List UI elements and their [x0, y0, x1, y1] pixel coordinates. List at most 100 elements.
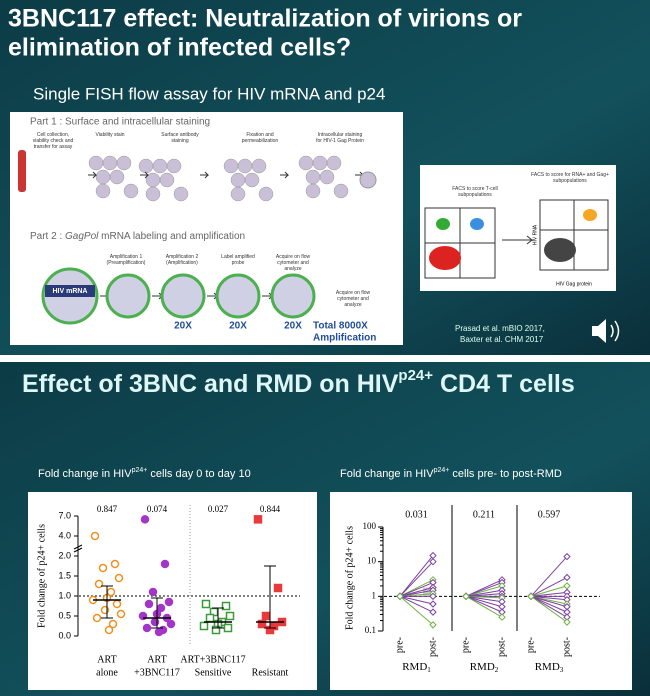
- caption: Fold change in HIVp24+ cells day 0 to da…: [38, 467, 251, 480]
- data-point: [498, 613, 506, 621]
- data-point: [223, 623, 233, 633]
- x-tick-label: ART+3BNC117: [180, 654, 245, 665]
- cell: [159, 172, 175, 188]
- step-label: Label amplified probe: [221, 254, 255, 266]
- pair-line: [530, 595, 568, 613]
- population: [436, 218, 450, 230]
- y-tick-label: 1.0: [58, 590, 71, 600]
- y-tick-label: 100: [363, 521, 377, 531]
- data-point: [114, 573, 124, 583]
- speaker-icon[interactable]: [592, 319, 620, 343]
- cell: [138, 158, 154, 174]
- step-label: Intracellular staining for HIV-1 Gag Pro…: [316, 132, 364, 144]
- title-text: CD4 T cells: [433, 370, 575, 398]
- cell: [319, 169, 335, 185]
- cell: [312, 155, 328, 171]
- cell: [244, 172, 260, 188]
- citation: Baxter et al. CHM 2017: [460, 335, 544, 344]
- cell: [102, 155, 118, 171]
- data-point: [221, 601, 231, 611]
- y-tick-label: 0.0: [58, 630, 71, 640]
- pair-line: [399, 561, 434, 597]
- pair-line: [530, 595, 568, 608]
- step-label: Amplification 1 (Preamplification): [106, 254, 146, 266]
- x-tick-label: post-: [496, 637, 507, 657]
- y-tick-label: 7.0: [58, 510, 71, 520]
- cell: [95, 169, 111, 185]
- x-tick-label: Sensitive: [195, 667, 232, 678]
- pair-line: [465, 595, 503, 599]
- speaker-wave[interactable]: [610, 320, 620, 342]
- cell: [305, 169, 321, 185]
- data-point: [462, 592, 470, 601]
- data-point: [429, 600, 437, 608]
- step-label: Cell collection, viability check and tra…: [32, 132, 74, 150]
- x-tick-label: ART: [147, 654, 166, 665]
- cell: [298, 155, 314, 171]
- cell: [145, 186, 161, 202]
- data-point: [211, 625, 221, 635]
- data-point: [108, 619, 118, 629]
- panel-label-sub: 1: [427, 666, 431, 674]
- axis-break: [73, 544, 83, 553]
- data-point: [164, 597, 174, 607]
- part-label: Part 2 : GagPol mRNA labeling and amplif…: [30, 231, 245, 242]
- step-label: Amplification 2 (Amplification): [165, 254, 199, 266]
- p-value: 0.844: [260, 504, 281, 514]
- pair-line: [465, 595, 503, 618]
- caption-text: Fold change in HIV: [340, 468, 434, 480]
- mrna-label: HIV mRNA: [52, 288, 87, 295]
- y-axis-label: Fold change of p24+ cells: [36, 524, 47, 628]
- y-tick-label: 4.0: [58, 530, 71, 540]
- caption-sup: p24+: [132, 467, 148, 474]
- facs-title: FACS to score T-cell subpopulations: [452, 186, 498, 198]
- total-label: Total 8000X: [313, 321, 368, 332]
- x-tick-label: pre-: [394, 637, 405, 653]
- cell: [160, 273, 206, 319]
- caption-text: cells day 0 to day 10: [147, 468, 250, 480]
- data-point: [142, 623, 152, 633]
- y-tick-label: 1.5: [58, 570, 71, 580]
- cell: [109, 169, 125, 185]
- x-tick-label: post-: [427, 637, 438, 657]
- facs-axis: HIV Gag protein: [556, 281, 592, 287]
- pair-line: [465, 589, 503, 597]
- pair-line: [399, 595, 434, 626]
- amp-label: 20X: [229, 321, 247, 332]
- data-point: [429, 621, 437, 629]
- panel-label-text: RMD: [402, 661, 427, 673]
- data-point: [98, 563, 108, 573]
- cell: [152, 158, 168, 174]
- subtitle: Single FISH flow assay for HIV mRNA and …: [33, 84, 385, 103]
- pair-line: [399, 595, 434, 605]
- x-tick-label: alone: [96, 667, 118, 678]
- speaker[interactable]: [592, 319, 606, 343]
- step-label: Acquire on flow cytometer and analyze: [335, 290, 371, 308]
- cell: [105, 273, 151, 319]
- cell: [359, 171, 377, 189]
- p-value: 0.847: [97, 504, 118, 514]
- data-point: [144, 599, 154, 609]
- chart-panel: [28, 492, 317, 690]
- cell: [251, 158, 267, 174]
- data-point: [563, 618, 571, 626]
- facs-title: FACS to score for RNA+ and Gag+ subpopul…: [531, 172, 609, 184]
- step-label: Surface antibody staining: [161, 132, 199, 144]
- data-point: [104, 625, 114, 635]
- data-point: [563, 552, 571, 561]
- tube: [18, 150, 26, 192]
- panel-label-text: RMD: [470, 661, 495, 673]
- pair-line: [465, 582, 503, 597]
- pair-line: [530, 595, 568, 601]
- y-tick-label: 10: [367, 556, 377, 566]
- x-tick-label: Resistant: [252, 667, 289, 678]
- cell: [173, 186, 189, 202]
- panel-label: RMD1: [402, 661, 431, 674]
- cell: [326, 155, 342, 171]
- cell: [95, 183, 111, 199]
- x-tick-label: pre-: [460, 637, 471, 653]
- data-point: [257, 619, 267, 629]
- data-point: [201, 599, 211, 609]
